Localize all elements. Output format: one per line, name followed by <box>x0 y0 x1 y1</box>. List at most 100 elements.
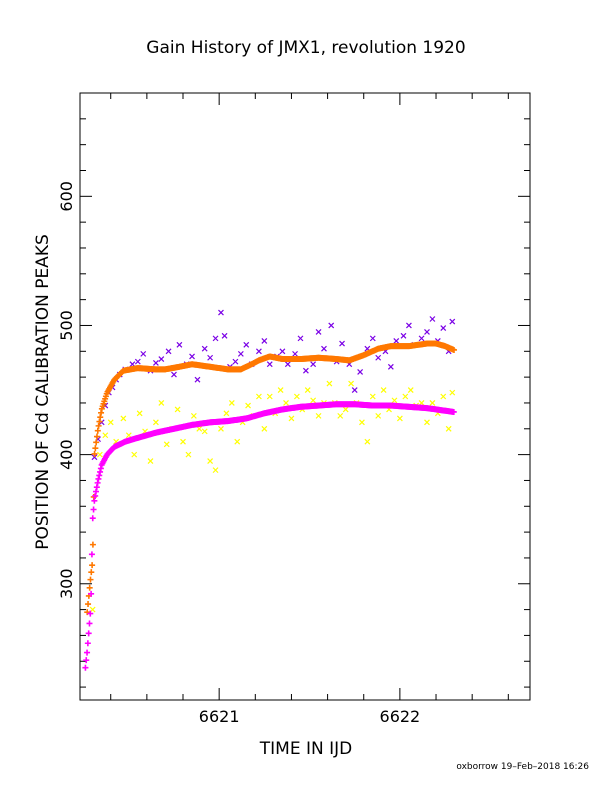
data-point <box>93 439 100 446</box>
data-point <box>86 620 93 627</box>
data-point <box>87 610 94 617</box>
data-point <box>342 406 349 413</box>
data-point <box>232 358 239 365</box>
data-point <box>89 541 96 548</box>
data-point <box>91 497 98 504</box>
data-point <box>297 335 304 342</box>
data-point <box>92 488 99 495</box>
data-point <box>393 338 400 344</box>
data-point <box>87 576 94 583</box>
data-point <box>201 428 208 435</box>
data-point <box>429 316 436 322</box>
data-point <box>158 400 165 406</box>
data-point <box>348 380 355 387</box>
series-magenta <box>82 401 457 671</box>
data-point <box>102 432 109 439</box>
data-point <box>228 400 235 406</box>
data-point <box>120 415 127 422</box>
data-point <box>83 657 90 664</box>
data-point <box>387 363 394 370</box>
data-point <box>147 458 154 464</box>
data-point <box>310 361 317 368</box>
data-point <box>88 551 95 558</box>
data-point <box>84 609 91 616</box>
data-point <box>375 412 382 419</box>
data-point <box>96 418 103 425</box>
data-point <box>261 338 268 344</box>
data-point <box>407 387 414 393</box>
data-point <box>86 584 93 591</box>
data-point <box>364 438 371 445</box>
series-yellow <box>89 380 456 613</box>
data-point <box>449 318 456 325</box>
data-point <box>84 649 91 656</box>
data-point <box>92 445 99 452</box>
data-point <box>221 332 228 339</box>
data-point <box>223 410 230 417</box>
data-point <box>440 325 447 331</box>
y-tick-label: 600 <box>57 181 76 212</box>
x-tick-label: 6621 <box>199 707 240 726</box>
data-point <box>255 348 262 355</box>
data-point <box>310 397 317 404</box>
data-point <box>95 475 102 482</box>
data-point <box>190 412 197 419</box>
data-point <box>339 340 345 347</box>
data-point <box>152 359 159 366</box>
y-tick-label: 500 <box>57 310 76 341</box>
data-point <box>97 414 104 421</box>
data-point <box>96 472 103 479</box>
data-point <box>171 371 177 378</box>
data-point <box>163 441 170 448</box>
data-point <box>88 590 95 597</box>
data-point <box>400 332 407 339</box>
data-point <box>369 393 376 400</box>
data-point <box>89 515 96 522</box>
axis-tick-labels: 300 400 500 600 6621 6622 <box>57 181 420 726</box>
series-orange <box>84 340 458 616</box>
data-point <box>261 425 268 432</box>
data-point <box>218 309 224 316</box>
data-point <box>440 393 447 400</box>
data-point <box>277 387 284 393</box>
data-point <box>380 387 387 393</box>
data-point <box>243 341 250 348</box>
data-point <box>94 427 101 434</box>
chart-title: Gain History of JMX1, revolution 1920 <box>146 38 465 58</box>
data-point <box>369 335 376 342</box>
data-point <box>266 393 273 400</box>
data-point <box>85 630 92 637</box>
data-point <box>94 479 101 486</box>
data-point <box>424 329 430 335</box>
data-point <box>315 412 322 419</box>
data-point <box>283 400 289 406</box>
data-point <box>357 369 364 375</box>
axis-ticks <box>80 92 530 700</box>
data-point <box>136 410 143 417</box>
data-point <box>237 350 244 357</box>
data-point <box>212 335 219 342</box>
data-point <box>140 350 147 357</box>
data-point <box>134 358 141 365</box>
data-point <box>245 402 251 409</box>
data-point <box>396 415 403 422</box>
data-point <box>96 451 103 458</box>
data-point <box>82 664 89 671</box>
data-point <box>284 361 291 368</box>
y-axis-title: POSITION OF Cd CALIBRATION PEAKS <box>33 234 53 550</box>
data-point <box>429 400 436 406</box>
plot-frame <box>79 92 531 701</box>
data-point <box>174 406 181 413</box>
data-point <box>98 409 105 416</box>
data-point <box>185 451 192 458</box>
credit-timestamp: oxborrow 19–Feb–2018 16:26 <box>456 762 589 772</box>
data-point <box>207 458 214 464</box>
data-point <box>189 353 195 360</box>
data-point <box>95 422 102 429</box>
data-point <box>180 438 186 445</box>
data-point <box>212 467 219 474</box>
data-point <box>375 354 382 361</box>
data-point <box>91 450 98 457</box>
data-point <box>293 393 300 400</box>
data-point <box>88 569 95 576</box>
